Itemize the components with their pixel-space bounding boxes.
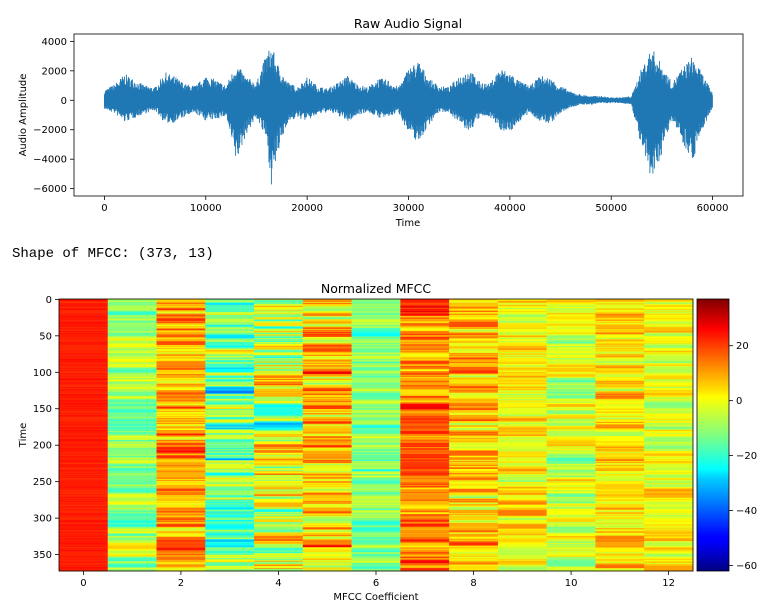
mfcc-x-tick-label: 8 — [470, 578, 476, 589]
mfcc-y-label: Time — [18, 423, 29, 448]
mfcc-x-tick-label: 6 — [373, 578, 379, 589]
mfcc-y-tick-label: 250 — [33, 477, 52, 488]
colorbar-tick-label: −20 — [736, 451, 757, 462]
mfcc-y-tick-label: 150 — [33, 404, 52, 415]
colorbar-axis: 20 0 −20 −40 −60 — [729, 341, 757, 572]
mfcc-y-tick-label: 200 — [33, 441, 52, 452]
audio-y-tick-label: 4000 — [42, 37, 67, 48]
audio-y-tick-label: 2000 — [42, 66, 67, 77]
audio-y-tick-label: −2000 — [33, 125, 67, 136]
audio-y-tick-label: 0 — [61, 96, 67, 107]
mfcc-axes: 0 2 4 6 8 10 12 0 50 100 150 200 250 300 350 — [33, 295, 675, 589]
audio-x-tick-label: 20000 — [291, 203, 323, 214]
audio-chart-title: Raw Audio Signal — [354, 16, 462, 31]
audio-y-tick-label: −4000 — [33, 155, 67, 166]
mfcc-chart-title: Normalized MFCC — [321, 281, 432, 296]
mfcc-y-tick-label: 0 — [46, 295, 52, 306]
audio-x-tick-label: 40000 — [494, 203, 526, 214]
audio-x-tick-label: 10000 — [190, 203, 222, 214]
mfcc-y-tick-label: 100 — [33, 368, 52, 379]
colorbar-gradient — [696, 298, 730, 572]
mfcc-x-tick-label: 2 — [178, 578, 184, 589]
colorbar-tick-label: −40 — [736, 506, 757, 517]
mfcc-x-tick-label: 12 — [662, 578, 675, 589]
audio-x-tick-label: 30000 — [393, 203, 425, 214]
colorbar-tick-label: 20 — [736, 341, 749, 352]
mfcc-x-tick-label: 0 — [80, 578, 86, 589]
mfcc-x-tick-label: 10 — [565, 578, 578, 589]
audio-x-tick-label: 0 — [101, 203, 107, 214]
mfcc-y-tick-label: 50 — [39, 331, 52, 342]
mfcc-y-tick-label: 300 — [33, 514, 52, 525]
colorbar-tick-label: 0 — [736, 396, 742, 407]
audio-axes: 0 10000 20000 30000 40000 50000 60000400020000… — [33, 37, 728, 214]
mfcc-shape-output: Shape of MFCC: (373, 13) — [12, 246, 214, 262]
audio-chart: Raw Audio Signal 0 10000 20000 30000 40000 50… — [18, 16, 744, 229]
mfcc-x-tick-label: 4 — [275, 578, 281, 589]
colorbar: 20 0 −20 −40 −60 — [696, 298, 757, 572]
mfcc-x-label: MFCC Coefficient — [333, 592, 418, 603]
mfcc-y-tick-label: 350 — [33, 550, 52, 561]
colorbar-tick-label: −60 — [736, 561, 757, 572]
mfcc-heatmap — [59, 299, 694, 572]
audio-waveform — [103, 50, 713, 185]
audio-signal-series — [103, 50, 713, 185]
audio-y-tick-label: −6000 — [33, 184, 67, 195]
mfcc-chart: Normalized MFCC 0 2 4 6 8 10 12050100150200250… — [18, 281, 757, 603]
audio-x-tick-label: 50000 — [595, 203, 627, 214]
audio-x-tick-label: 60000 — [697, 203, 729, 214]
audio-x-label: Time — [395, 218, 420, 229]
audio-y-label: Audio Amplitude — [18, 74, 29, 157]
